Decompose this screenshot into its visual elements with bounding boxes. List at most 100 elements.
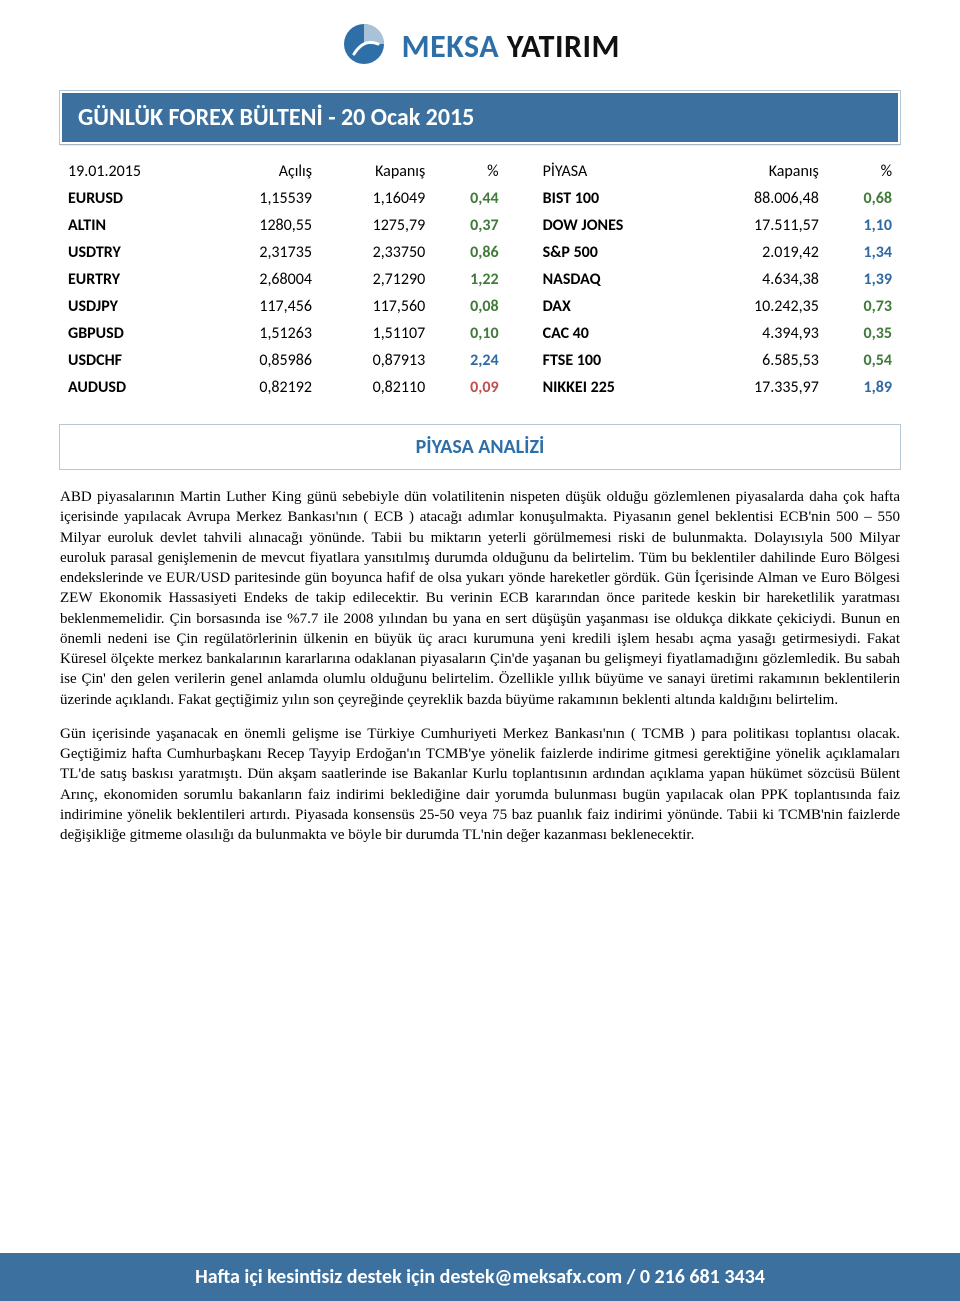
close-value: 2,33750 [320, 239, 433, 266]
close-value: 1,51107 [320, 320, 433, 347]
pct-change: 0,54 [827, 347, 900, 374]
symbol: EURUSD [60, 185, 207, 212]
analysis-heading: PİYASA ANALİZİ [60, 425, 900, 469]
forex-date: 19.01.2015 [60, 158, 207, 185]
symbol: DOW JONES [535, 212, 694, 239]
analysis-body: ABD piyasalarının Martin Luther King gün… [60, 487, 900, 845]
close-value: 0,87913 [320, 347, 433, 374]
open-value: 0,85986 [207, 347, 320, 374]
open-value: 1280,55 [207, 212, 320, 239]
open-value: 1,15539 [207, 185, 320, 212]
table-row: BIST 10088.006,480,68 [535, 185, 900, 212]
table-row: CAC 404.394,930,35 [535, 320, 900, 347]
table-row: USDCHF0,859860,879132,24 [60, 347, 507, 374]
table-row: USDJPY117,456117,5600,08 [60, 293, 507, 320]
footer-banner: Hafta içi kesintisiz destek için destek@… [0, 1253, 960, 1301]
mcol-pct: % [827, 158, 900, 185]
pct-change: 0,37 [433, 212, 506, 239]
brand-part1: MEKSA [402, 27, 499, 66]
pct-change: 1,10 [827, 212, 900, 239]
close-value: 88.006,48 [694, 185, 827, 212]
analysis-paragraph: Gün içerisinde yaşanacak en önemli geliş… [60, 724, 900, 846]
forex-table: 19.01.2015 Açılış Kapanış % EURUSD1,1553… [60, 158, 507, 401]
table-row: DAX10.242,350,73 [535, 293, 900, 320]
pct-change: 0,08 [433, 293, 506, 320]
price-tables: 19.01.2015 Açılış Kapanış % EURUSD1,1553… [60, 158, 900, 401]
close-value: 4.394,93 [694, 320, 827, 347]
table-row: DOW JONES17.511,571,10 [535, 212, 900, 239]
col-open: Açılış [207, 158, 320, 185]
pct-change: 2,24 [433, 347, 506, 374]
open-value: 2,68004 [207, 266, 320, 293]
open-value: 1,51263 [207, 320, 320, 347]
close-value: 10.242,35 [694, 293, 827, 320]
footer-text: Hafta içi kesintisiz destek için destek@… [195, 1265, 765, 1289]
close-value: 1,16049 [320, 185, 433, 212]
brand-mark-icon [340, 20, 388, 73]
open-value: 2,31735 [207, 239, 320, 266]
market-table: PİYASA Kapanış % BIST 10088.006,480,68DO… [535, 158, 900, 401]
symbol: FTSE 100 [535, 347, 694, 374]
forex-tbody: EURUSD1,155391,160490,44ALTIN1280,551275… [60, 185, 507, 401]
col-pct: % [433, 158, 506, 185]
symbol: CAC 40 [535, 320, 694, 347]
close-value: 6.585,53 [694, 347, 827, 374]
symbol: USDJPY [60, 293, 207, 320]
pct-change: 0,44 [433, 185, 506, 212]
analysis-heading-wrap: PİYASA ANALİZİ [60, 425, 900, 469]
mcol-close: Kapanış [694, 158, 827, 185]
pct-change: 1,89 [827, 374, 900, 401]
pct-change: 0,10 [433, 320, 506, 347]
close-value: 117,560 [320, 293, 433, 320]
table-row: GBPUSD1,512631,511070,10 [60, 320, 507, 347]
brand-wordmark: MEKSA YATIRIM [402, 27, 620, 66]
pct-change: 0,35 [827, 320, 900, 347]
open-value: 0,82192 [207, 374, 320, 401]
symbol: S&P 500 [535, 239, 694, 266]
page-title: GÜNLÜK FOREX BÜLTENİ - 20 Ocak 2015 [60, 91, 900, 144]
banner-shadow [60, 144, 900, 147]
symbol: ALTIN [60, 212, 207, 239]
pct-change: 0,86 [433, 239, 506, 266]
market-tbody: BIST 10088.006,480,68DOW JONES17.511,571… [535, 185, 900, 401]
pct-change: 1,39 [827, 266, 900, 293]
pct-change: 0,68 [827, 185, 900, 212]
close-value: 2,71290 [320, 266, 433, 293]
pct-change: 1,34 [827, 239, 900, 266]
close-value: 17.335,97 [694, 374, 827, 401]
header-banner: GÜNLÜK FOREX BÜLTENİ - 20 Ocak 2015 [60, 91, 900, 144]
table-row: USDTRY2,317352,337500,86 [60, 239, 507, 266]
pct-change: 0,73 [827, 293, 900, 320]
table-row: NASDAQ4.634,381,39 [535, 266, 900, 293]
col-close: Kapanış [320, 158, 433, 185]
close-value: 1275,79 [320, 212, 433, 239]
table-row: ALTIN1280,551275,790,37 [60, 212, 507, 239]
symbol: NIKKEI 225 [535, 374, 694, 401]
symbol: NASDAQ [535, 266, 694, 293]
close-value: 17.511,57 [694, 212, 827, 239]
analysis-paragraph: ABD piyasalarının Martin Luther King gün… [60, 487, 900, 710]
table-row: S&P 5002.019,421,34 [535, 239, 900, 266]
symbol: AUDUSD [60, 374, 207, 401]
table-row: EURTRY2,680042,712901,22 [60, 266, 507, 293]
page: MEKSA YATIRIM GÜNLÜK FOREX BÜLTENİ - 20 … [0, 0, 960, 1301]
brand-logo: MEKSA YATIRIM [60, 20, 900, 73]
open-value: 117,456 [207, 293, 320, 320]
pct-change: 1,22 [433, 266, 506, 293]
table-row: FTSE 1006.585,530,54 [535, 347, 900, 374]
symbol: DAX [535, 293, 694, 320]
table-row: EURUSD1,155391,160490,44 [60, 185, 507, 212]
market-head: PİYASA [535, 158, 694, 185]
symbol: USDTRY [60, 239, 207, 266]
pct-change: 0,09 [433, 374, 506, 401]
symbol: EURTRY [60, 266, 207, 293]
symbol: GBPUSD [60, 320, 207, 347]
close-value: 2.019,42 [694, 239, 827, 266]
table-row: AUDUSD0,821920,821100,09 [60, 374, 507, 401]
symbol: BIST 100 [535, 185, 694, 212]
table-row: NIKKEI 22517.335,971,89 [535, 374, 900, 401]
symbol: USDCHF [60, 347, 207, 374]
close-value: 0,82110 [320, 374, 433, 401]
close-value: 4.634,38 [694, 266, 827, 293]
brand-part2: YATIRIM [499, 27, 620, 66]
